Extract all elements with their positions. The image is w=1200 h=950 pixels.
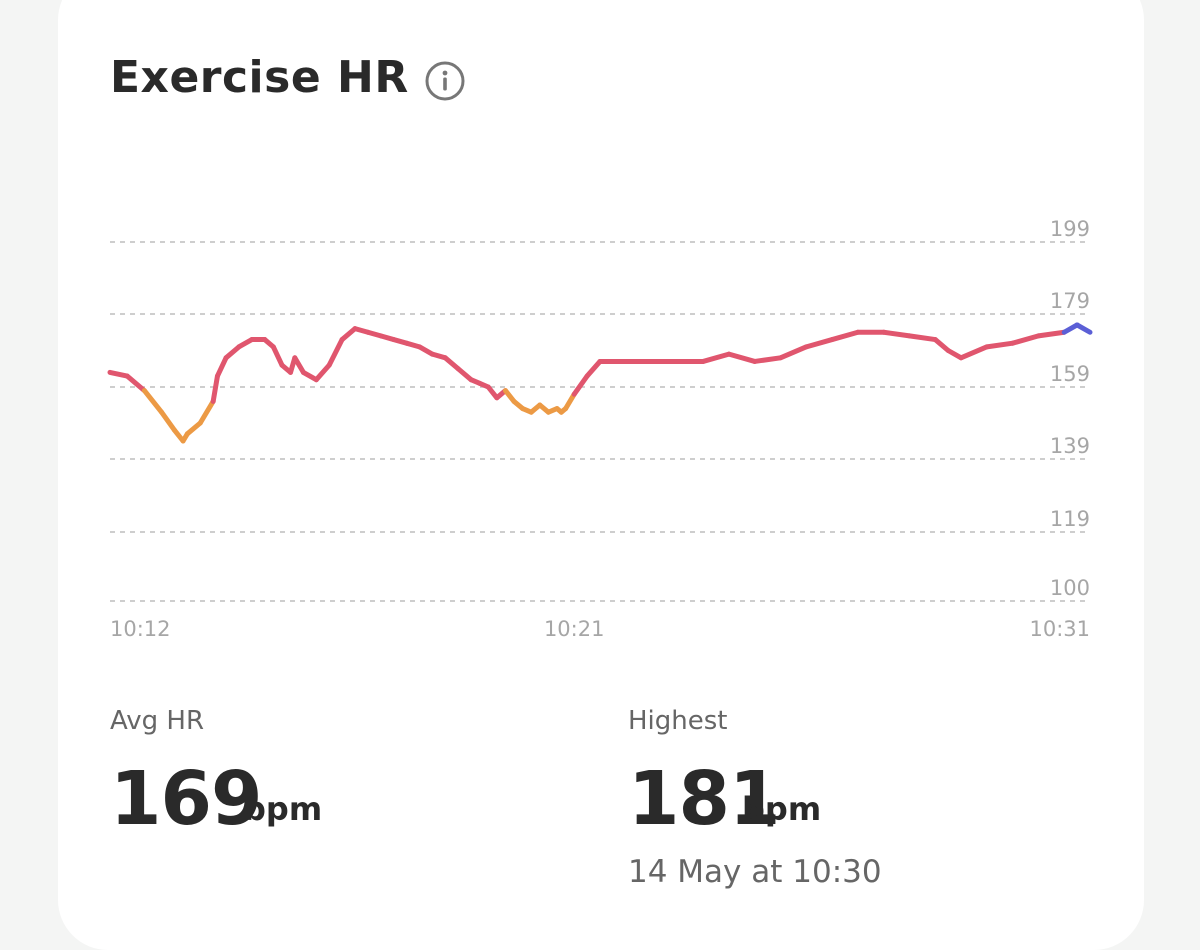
highest-hr-value: 181 bbox=[628, 756, 780, 842]
avg-hr-unit: bpm bbox=[243, 790, 323, 828]
avg-hr-label: Avg HR bbox=[110, 706, 205, 736]
info-circle-icon[interactable] bbox=[424, 60, 466, 102]
avg-hr-value: 169 bbox=[110, 756, 262, 842]
highest-hr-unit: bpm bbox=[742, 790, 822, 828]
highest-hr-label: Highest bbox=[628, 706, 728, 736]
card-title: Exercise HR bbox=[110, 52, 409, 103]
exercise-hr-card bbox=[58, 0, 1144, 950]
highest-hr-timestamp: 14 May at 10:30 bbox=[628, 854, 882, 890]
